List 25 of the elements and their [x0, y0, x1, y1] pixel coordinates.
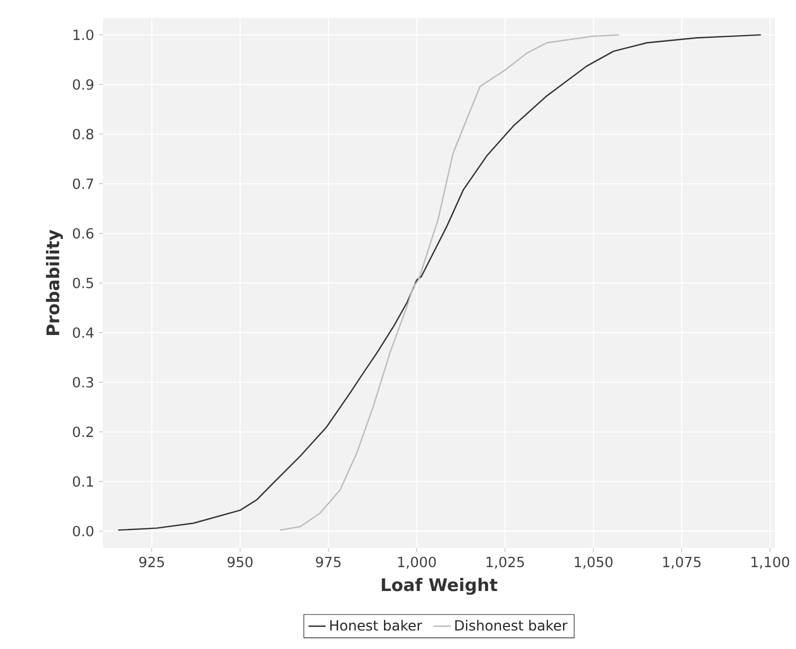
- y-tick-label: 0.8: [72, 128, 94, 140]
- y-tick-label: 0.4: [72, 327, 94, 338]
- y-tick-label: 0.3: [72, 376, 94, 388]
- x-axis-title: Loaf Weight: [382, 578, 498, 595]
- x-tick-label: 1,000: [398, 556, 436, 569]
- y-tick-label: 0.7: [72, 178, 94, 190]
- x-tick-label: 950: [228, 556, 253, 568]
- y-tick-label: 0.6: [72, 228, 94, 239]
- x-tick-label: 1,025: [486, 556, 524, 569]
- y-tick-label: 0.5: [72, 278, 94, 288]
- x-tick-label: 1,075: [663, 556, 701, 569]
- x-tick-label: 1,050: [574, 556, 612, 569]
- x-tick-label: 975: [316, 556, 341, 568]
- legend-label: Dishonest baker: [455, 620, 568, 631]
- y-tick-label: 1.0: [74, 30, 94, 40]
- line-series: [118, 34, 762, 531]
- y-tick-label: 0.2: [72, 426, 93, 438]
- x-tick-label: 925: [139, 556, 164, 568]
- y-axis-title: Probability: [46, 230, 63, 335]
- y-tick-label: 0.9: [72, 79, 94, 90]
- y-tick-label: 0.0: [72, 526, 94, 536]
- y-tick-label: 0.1: [72, 476, 93, 487]
- legend-label: Honest baker: [330, 620, 422, 631]
- line-series: [279, 34, 620, 531]
- x-tick-label: 1,100: [752, 556, 790, 569]
